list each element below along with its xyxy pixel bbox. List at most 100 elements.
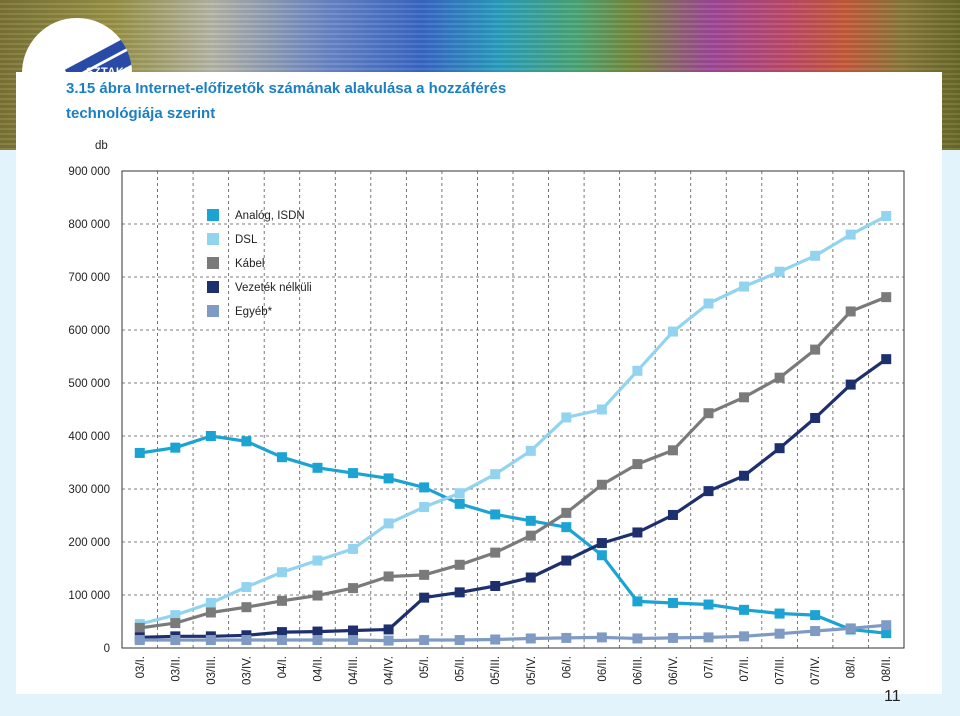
legend-swatch [207,233,219,245]
data-point [667,326,678,337]
data-point [419,502,430,513]
series-line [139,295,887,630]
data-point [383,571,394,582]
data-point [739,281,750,292]
data-point [845,229,856,240]
y-tick-label: 600 000 [68,325,110,337]
data-point [561,412,572,423]
data-point [881,354,892,365]
x-tick-label: 08/I. [846,656,858,678]
data-point [739,604,750,615]
data-point [383,635,394,646]
data-point [667,597,678,608]
data-point [703,408,714,419]
data-point [703,486,714,497]
data-point [561,507,572,518]
data-point [419,569,430,580]
legend-label: Analóg, ISDN [235,210,305,222]
data-point [134,622,145,633]
x-tick-label: 03/IV. [241,656,253,685]
data-point [596,479,607,490]
data-point [241,436,252,447]
series-line [139,623,887,643]
data-point [205,607,216,618]
data-point [276,627,287,638]
data-point [454,559,465,570]
data-point [667,509,678,520]
y-tick-label: 300 000 [68,484,110,496]
legend-swatch [207,281,219,293]
data-point [312,462,323,473]
x-tick-label: 06/III. [632,656,644,685]
x-tick-label: 03/III. [206,656,218,685]
data-point [525,633,536,644]
data-point [348,468,359,479]
x-tick-label: 03/II. [170,656,182,682]
data-point [348,543,359,554]
data-point [667,445,678,456]
chart-title-line-1: 3.15 ábra Internet-előfizetők számának a… [66,80,507,97]
y-tick-label: 200 000 [68,537,110,549]
data-point [205,635,216,646]
y-tick-label: 700 000 [68,272,110,284]
data-point [810,250,821,261]
data-point [632,365,643,376]
data-point [276,567,287,578]
data-point [312,635,323,646]
data-point [170,610,181,621]
x-tick-label: 05/IV. [526,656,538,685]
data-point [490,580,501,591]
legend-label: Kábel [235,258,264,270]
data-point [490,547,501,558]
data-point [667,632,678,643]
data-point [739,470,750,481]
data-point [596,550,607,561]
data-point [739,631,750,642]
data-point [348,635,359,646]
x-tick-label: 04/I. [277,656,289,678]
chart-title: 3.15 ábra Internet-előfizetők számának a… [66,76,666,126]
y-tick-label: 800 000 [68,219,110,231]
data-point [454,635,465,646]
x-tick-label: 05/II. [455,656,467,682]
x-tick-label: 07/II. [739,656,751,682]
x-tick-label: 07/I. [704,656,716,678]
series-line [139,214,887,626]
data-point [703,599,714,610]
x-tick-label: 06/I. [561,656,573,678]
data-point [810,626,821,637]
data-point [632,596,643,607]
data-point [561,632,572,643]
chart-title-line-2: technológiája szerint [66,105,216,122]
data-point [205,431,216,441]
data-point [134,447,145,458]
data-point [241,602,252,613]
data-point [276,635,287,646]
data-point [383,473,394,484]
legend-label: DSL [235,234,258,246]
legend-label: Vezeték nélküli [235,282,312,294]
x-tick-label: 07/IV. [810,656,822,685]
x-tick-label: 06/II. [597,656,609,682]
data-point [774,628,785,639]
data-point [774,372,785,383]
data-point [419,482,430,493]
y-tick-label: 100 000 [68,590,110,602]
data-point [774,266,785,277]
data-point [632,459,643,470]
data-point [881,211,892,222]
x-tick-label: 08/II. [881,656,893,682]
data-point [454,498,465,509]
data-point [703,298,714,309]
data-point [205,597,216,608]
data-point [774,608,785,619]
data-point [383,518,394,529]
x-tick-label: 04/II. [313,656,325,682]
data-point [419,635,430,646]
legend-label: Egyéb* [235,306,273,318]
y-axis-label: db [95,140,108,152]
x-tick-label: 03/I. [135,656,147,678]
data-point [632,633,643,644]
data-point [561,522,572,533]
